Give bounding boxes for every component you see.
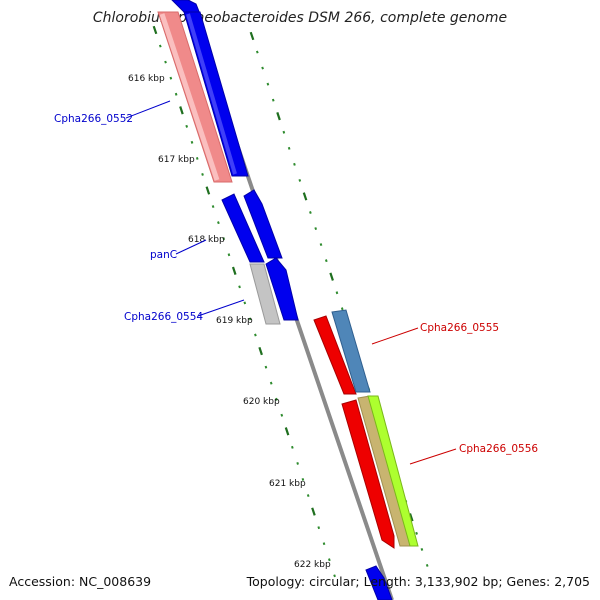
gene-label-cpha266-0555[interactable]: Cpha266_0555 [420,322,499,334]
minor-tick [275,397,278,401]
tick-rail-left [152,25,336,578]
minor-tick [185,124,189,128]
tick-label-619: 619 kbp [216,316,253,326]
minor-tick [254,333,257,337]
minor-tick [282,130,286,134]
minor-tick [420,547,424,551]
major-tick [231,266,237,275]
accession-text: Accession: NC_008639 [9,574,152,589]
leader-cpha266-0555 [371,327,419,345]
leader-panc [175,239,207,255]
gene-label-cpha266-0552[interactable]: Cpha266_0552 [54,113,133,125]
minor-tick [261,66,264,70]
genome-summary-text: Topology: circular; Length: 3,133,902 bp… [246,574,590,589]
minor-tick [238,285,241,289]
gene-panc[interactable] [221,193,265,263]
minor-tick [255,50,259,54]
gene-blue-small-2[interactable] [265,257,299,321]
minus-strand-genes [157,0,393,600]
minor-tick [328,558,331,562]
minor-tick [201,173,204,176]
minor-tick [322,542,326,546]
gene-cpha266-0554[interactable] [249,263,281,325]
minor-tick [324,259,328,263]
major-tick [408,513,414,522]
minor-tick [211,205,215,209]
minor-tick [158,44,162,48]
tick-rail-right [249,31,429,567]
minor-tick [248,317,252,321]
minor-tick [169,76,173,80]
tick-label-620: 620 kbp [243,397,280,407]
tick-labels: 616 kbp 617 kbp 618 kbp 619 kbp 620 kbp … [128,74,331,570]
minor-tick [190,140,194,144]
minor-tick [164,60,167,64]
major-tick [311,507,316,516]
minor-tick [306,494,310,498]
gene-label-cpha266-0554[interactable]: Cpha266_0554 [124,311,203,323]
minor-tick [335,291,339,295]
gene-labels: Cpha266_0552 panC Cpha266_0554 Cpha266_0… [54,113,538,455]
gene-label-panc[interactable]: panC [150,249,177,261]
minor-tick [298,178,302,182]
minor-tick [333,574,336,578]
major-tick [329,272,334,281]
leader-cpha266-0556 [409,448,457,465]
major-tick [249,31,255,41]
minor-tick [293,162,296,166]
minor-tick [264,365,268,369]
minor-tick [425,563,429,567]
gene-arrow-bottom-partial[interactable] [365,565,393,600]
gene-pink-highlight [159,13,220,181]
tick-label-616: 616 kbp [128,74,165,84]
gene-blue-small[interactable] [243,189,283,259]
minor-tick [271,98,275,102]
minor-tick [227,253,231,257]
gene-cpha266-0556[interactable] [367,395,419,547]
minor-tick [340,307,344,311]
gene-leader-lines [125,100,457,465]
gene-cpha266-0555[interactable] [331,309,371,393]
plus-strand-genes [313,309,419,549]
major-tick [284,427,290,436]
leader-cpha266-0552 [125,100,171,119]
minor-tick [314,227,318,231]
minor-tick [195,157,199,160]
major-tick [276,112,281,121]
gene-cpha266-0552-highlight [186,13,237,175]
minor-tick [269,381,273,385]
minor-tick [287,146,291,150]
tick-label-617: 617 kbp [158,155,195,165]
minor-tick [280,413,284,417]
minor-tick [291,445,294,449]
major-tick [152,25,158,35]
minor-tick [217,221,220,225]
gene-label-cpha266-0556[interactable]: Cpha266_0556 [459,443,538,455]
tick-label-618: 618 kbp [188,235,225,245]
major-tick [258,346,263,356]
tick-label-622: 622 kbp [294,560,331,570]
minor-tick [317,526,321,530]
gene-red-b[interactable] [341,399,395,549]
minor-tick [309,211,312,214]
minor-tick [319,243,323,247]
gene-red-a[interactable] [313,315,357,395]
major-tick [302,192,308,201]
minor-tick [222,237,226,241]
major-tick [205,186,211,195]
leader-cpha266-0554 [197,299,245,317]
minor-tick [174,92,178,96]
minor-tick [266,82,270,86]
minor-tick [415,531,418,535]
minor-tick [243,301,247,305]
major-tick [179,106,184,115]
minor-tick [301,477,305,481]
tick-label-621: 621 kbp [269,479,306,489]
minor-tick [296,462,299,465]
